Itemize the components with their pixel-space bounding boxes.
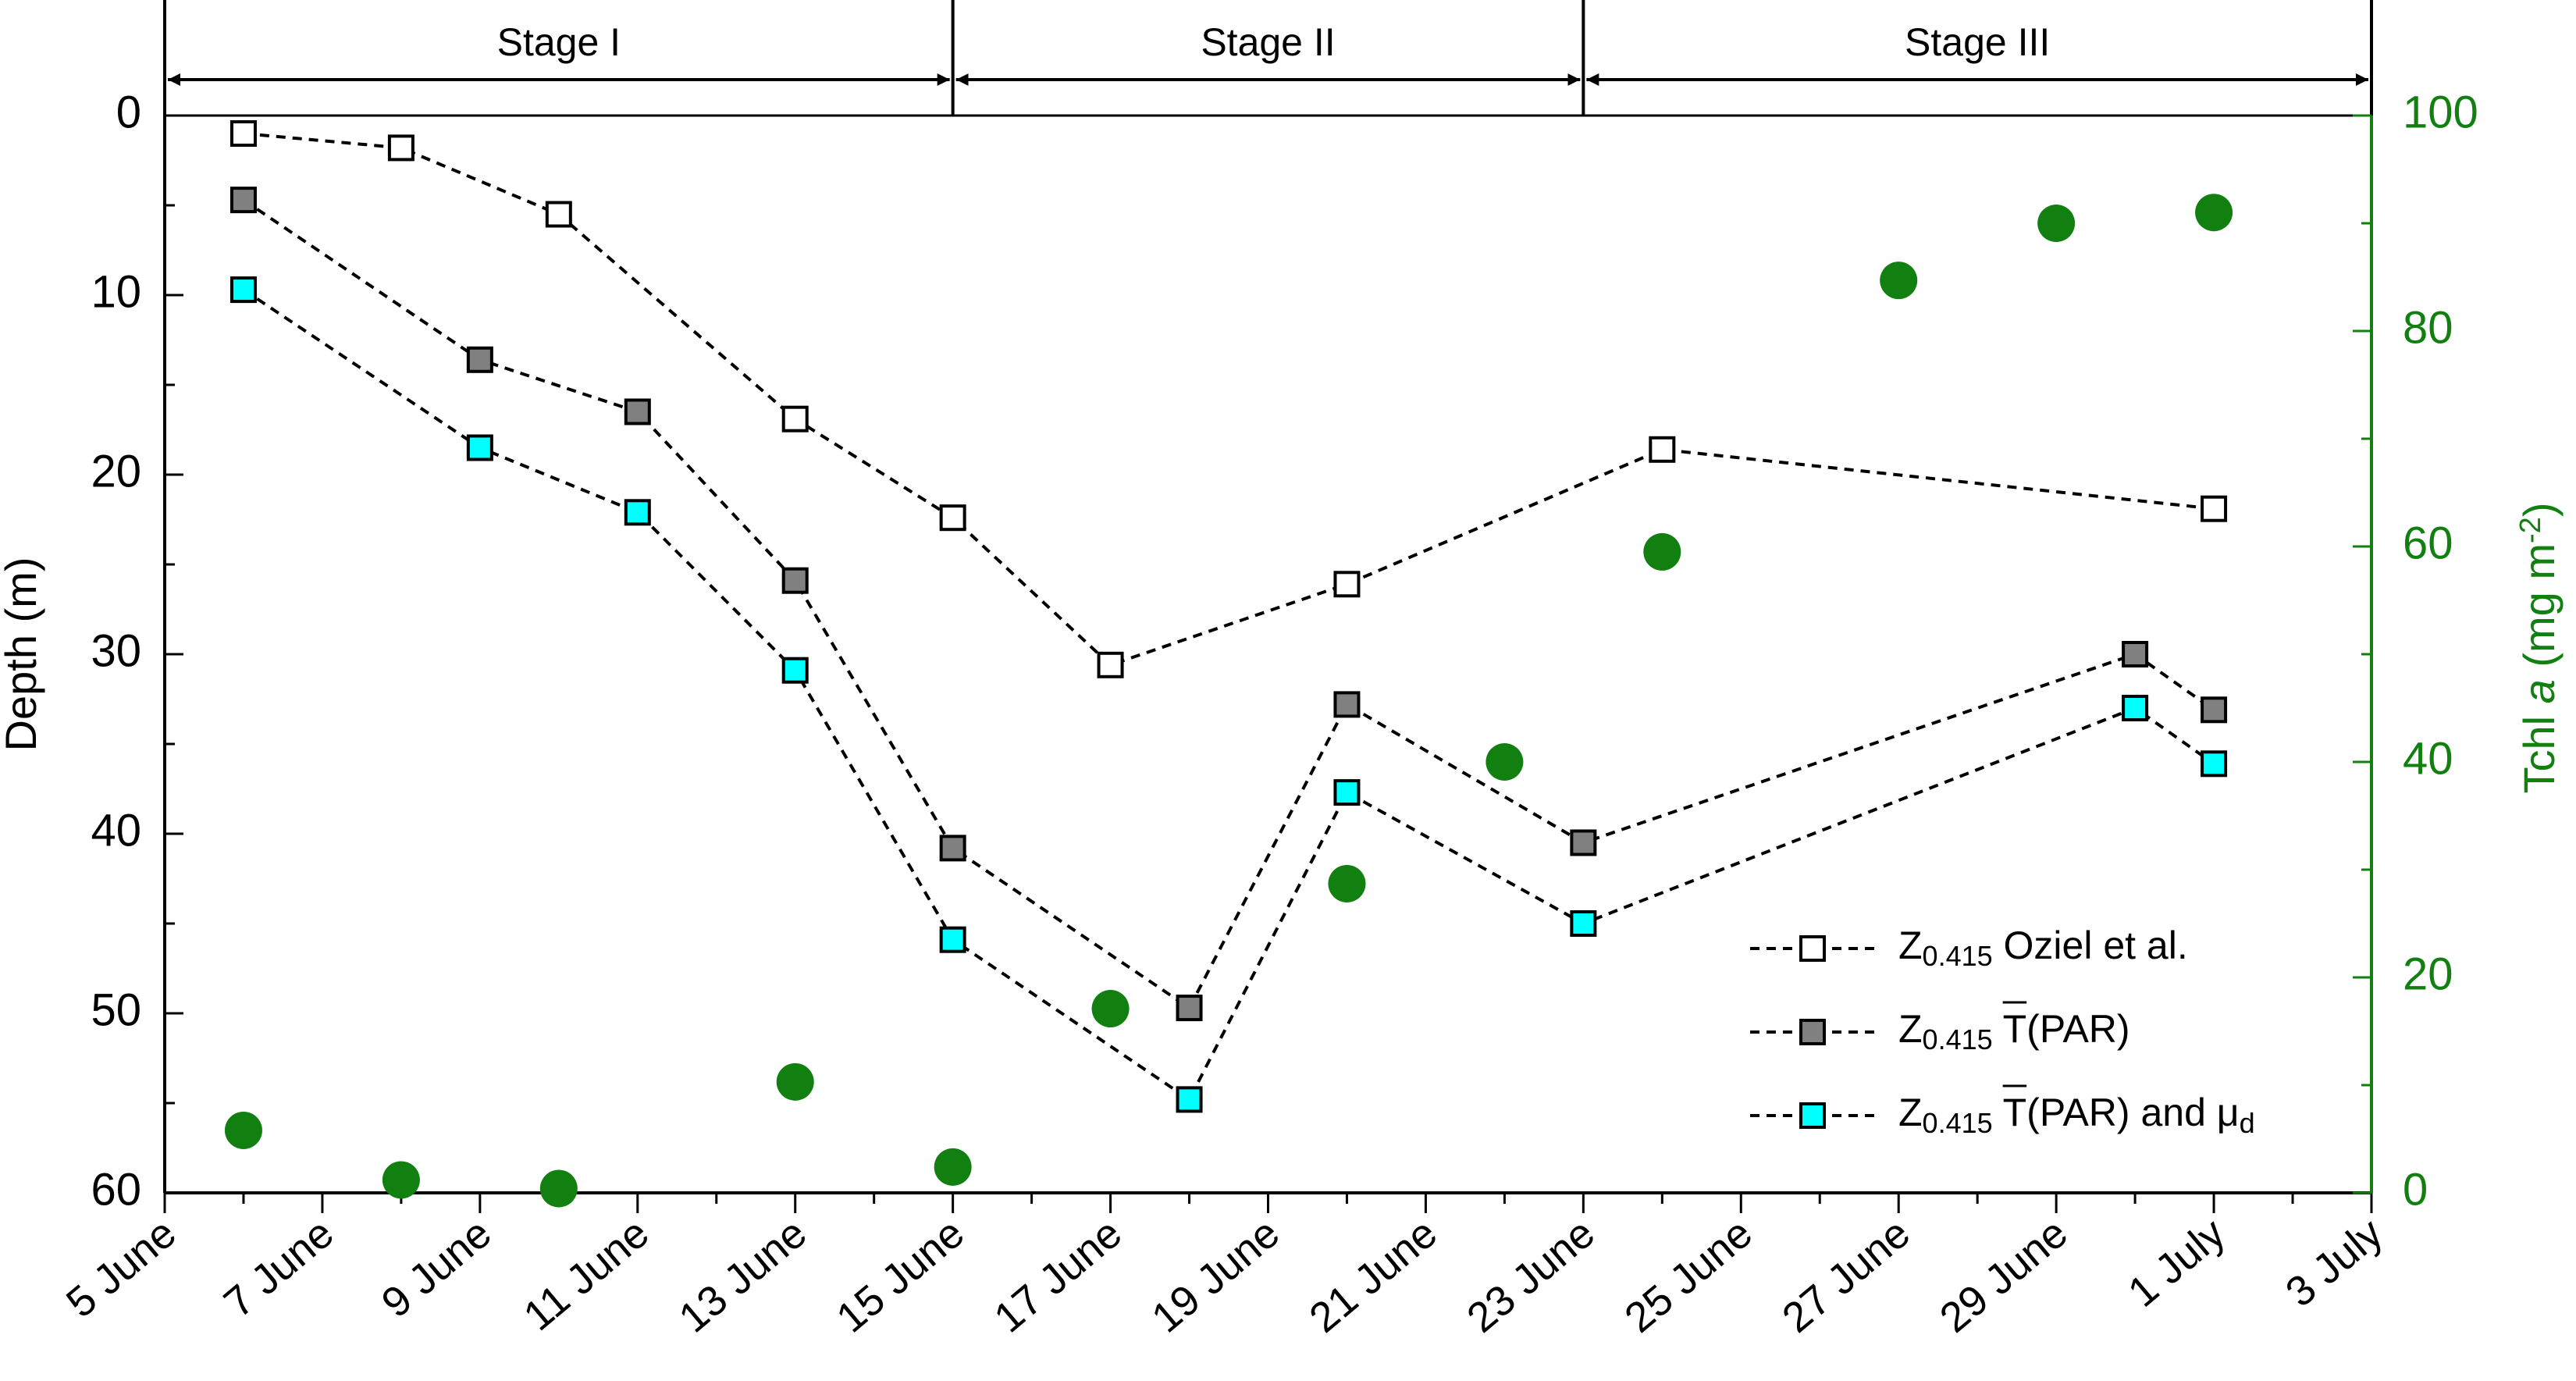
- legend-label: Z0.415 Oziel et al.: [1898, 924, 2188, 971]
- stage-label: Stage II: [1201, 20, 1335, 64]
- series-markers: [224, 120, 2233, 1208]
- y-axis-left-title: Depth (m): [0, 557, 45, 752]
- data-point-tchl: [224, 1111, 262, 1149]
- data-point-square: [466, 434, 493, 461]
- x-tick-label: 3 July: [2277, 1209, 2392, 1316]
- data-point-tchl: [934, 1148, 972, 1186]
- x-tick-label: 25 June: [1616, 1209, 1761, 1341]
- data-point-square: [781, 657, 809, 684]
- data-point-square: [939, 835, 966, 862]
- y-right-tick-label: 40: [2403, 733, 2453, 784]
- stage-annotations: Stage I Stage II Stage III: [163, 0, 2373, 116]
- x-axis-ticks: 5 June 7 June 9 June 11 June 13 June 15 June 1…: [58, 1193, 2392, 1342]
- x-tick-label: 7 June: [215, 1209, 343, 1326]
- data-point-tchl: [2195, 194, 2233, 232]
- y-right-tick-label: 60: [2403, 518, 2453, 568]
- data-point-square: [2201, 495, 2228, 522]
- data-point-square: [781, 567, 809, 594]
- x-tick-label: 23 June: [1458, 1209, 1603, 1341]
- legend-label: Z0.415 T(PAR): [1898, 1007, 2130, 1055]
- data-point-square: [781, 405, 809, 432]
- x-tick-label: 21 June: [1300, 1209, 1446, 1341]
- x-tick-label: 9 June: [373, 1209, 500, 1326]
- y-right-tick-label: 0: [2403, 1164, 2428, 1215]
- x-tick-label: 1 July: [2119, 1209, 2234, 1316]
- data-point-tchl: [539, 1169, 578, 1208]
- stage-label: Stage III: [1905, 20, 2050, 64]
- x-tick-label: 15 June: [828, 1209, 973, 1341]
- y-left-tick-label: 0: [116, 87, 141, 137]
- data-point-square: [229, 276, 257, 304]
- data-point-square: [1333, 779, 1361, 806]
- y-axis-right-title: Tchl a (mg m-2): [2514, 503, 2564, 794]
- data-point-square: [466, 346, 493, 373]
- data-point-square: [229, 187, 257, 214]
- x-tick-label: 27 June: [1774, 1209, 1919, 1341]
- data-point-square: [1333, 691, 1361, 718]
- data-point-square: [1333, 571, 1361, 598]
- legend-marker: [1799, 1102, 1826, 1129]
- x-tick-label: 29 June: [1931, 1209, 2076, 1341]
- data-point-square: [1176, 995, 1203, 1022]
- right-axis-ticks: 0 20 40 60 80 100: [2353, 87, 2478, 1215]
- data-point-square: [1649, 436, 1676, 463]
- data-point-square: [1097, 651, 1124, 678]
- y-left-tick-label: 40: [91, 805, 141, 856]
- x-tick-label: 11 June: [515, 1209, 658, 1340]
- data-point-square: [545, 201, 572, 228]
- data-point-square: [1176, 1086, 1203, 1113]
- stage-label: Stage I: [497, 20, 621, 64]
- left-axis-ticks: 0 10 20 30 40 50 60: [91, 87, 183, 1215]
- series-line-3: [242, 288, 2215, 1102]
- data-point-square: [2201, 696, 2228, 724]
- y-right-tick-label: 100: [2403, 87, 2478, 137]
- data-point-square: [939, 504, 966, 532]
- data-point-square: [229, 120, 257, 147]
- series-line-2: [242, 198, 2215, 1011]
- data-point-square: [1570, 910, 1597, 937]
- data-point-square: [2122, 641, 2149, 667]
- data-point-tchl: [382, 1161, 420, 1199]
- y-left-tick-label: 20: [91, 446, 141, 497]
- y-right-tick-label: 80: [2403, 302, 2453, 353]
- data-point-tchl: [1328, 864, 1366, 902]
- data-point-tchl: [1091, 990, 1130, 1028]
- legend-marker: [1799, 1019, 1826, 1045]
- data-point-tchl: [1643, 532, 1681, 571]
- data-point-tchl: [1485, 743, 1524, 781]
- y-left-tick-label: 60: [91, 1164, 141, 1215]
- data-point-square: [624, 499, 651, 526]
- legend: Z0.415 Oziel et al. Z0.415 T(PAR) Z0.415 T…: [1750, 924, 2255, 1139]
- y-left-tick-label: 50: [91, 984, 141, 1035]
- data-point-tchl: [776, 1062, 814, 1101]
- data-point-square: [624, 398, 651, 425]
- legend-label: Z0.415 T(PAR) and μd: [1898, 1091, 2255, 1138]
- x-tick-label: 19 June: [1143, 1209, 1288, 1341]
- y-left-tick-label: 30: [91, 625, 141, 676]
- y-right-tick-label: 20: [2403, 949, 2453, 999]
- data-point-square: [2201, 750, 2228, 778]
- data-point-tchl: [1880, 262, 1918, 300]
- data-point-square: [387, 134, 415, 162]
- x-tick-label: 17 June: [986, 1209, 1131, 1341]
- data-point-square: [939, 926, 966, 953]
- x-tick-label: 13 June: [671, 1209, 816, 1341]
- data-point-tchl: [2037, 205, 2076, 242]
- series-line-1: [243, 132, 2215, 667]
- data-point-square: [1570, 829, 1597, 856]
- y-left-tick-label: 10: [91, 266, 141, 317]
- x-tick-label: 5 June: [58, 1209, 185, 1326]
- legend-marker: [1799, 935, 1826, 962]
- data-point-square: [2122, 695, 2149, 721]
